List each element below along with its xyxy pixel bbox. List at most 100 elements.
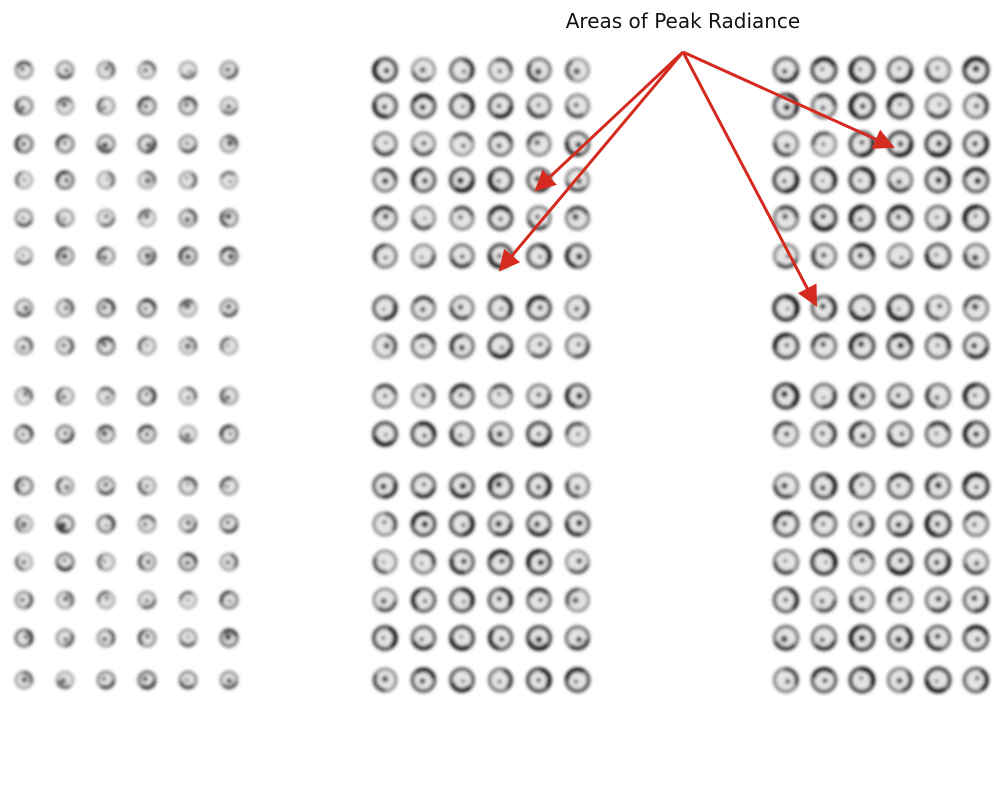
spot [820, 106, 825, 111]
spot [104, 66, 109, 71]
spot [528, 245, 550, 267]
spot [382, 561, 385, 564]
spot [820, 599, 825, 604]
spot [451, 513, 473, 535]
spot [813, 589, 836, 612]
spot [225, 213, 232, 220]
spot [490, 335, 512, 357]
spot [528, 423, 550, 445]
spot [188, 70, 191, 73]
spot [897, 67, 901, 71]
spot [786, 307, 789, 310]
spot [57, 338, 73, 354]
spot [859, 596, 865, 602]
spot [374, 335, 396, 357]
spot [851, 335, 874, 358]
spot [139, 554, 155, 570]
spot [225, 395, 230, 400]
spot [221, 136, 237, 152]
spot [821, 252, 827, 258]
spot [374, 207, 396, 229]
spot [459, 345, 465, 351]
spot [534, 521, 540, 527]
spot [63, 141, 67, 145]
spot [935, 215, 939, 219]
spot [20, 598, 25, 603]
spot [180, 426, 196, 442]
spot [103, 482, 108, 487]
spot [490, 513, 512, 535]
spot [460, 254, 465, 259]
spot [889, 59, 912, 82]
spot [57, 672, 73, 688]
spot [98, 172, 114, 188]
spot [965, 589, 988, 612]
spot [784, 143, 790, 149]
spot [180, 516, 196, 532]
spot [451, 207, 473, 229]
spot [851, 207, 874, 230]
spot [221, 98, 237, 114]
spot [889, 169, 912, 192]
spot [936, 344, 939, 347]
spot [813, 207, 836, 230]
spot [413, 59, 435, 81]
spot [775, 551, 798, 574]
spot [567, 627, 589, 649]
spot [413, 95, 435, 117]
spot [860, 482, 864, 486]
spot [57, 592, 73, 608]
spot [497, 143, 502, 148]
spot [898, 558, 904, 564]
arrow [536, 52, 683, 190]
spot [574, 485, 579, 490]
spot [528, 513, 550, 535]
spot [98, 630, 114, 646]
spot [462, 70, 466, 74]
spot [813, 423, 836, 446]
spot [896, 393, 901, 398]
spot [180, 136, 196, 152]
spot [221, 338, 237, 354]
spot [423, 599, 427, 603]
spot [500, 307, 504, 311]
spot [490, 627, 512, 649]
spot [499, 637, 504, 642]
spot [221, 516, 237, 532]
spot [227, 140, 234, 147]
spot [420, 256, 423, 259]
spot [228, 599, 231, 602]
spot [384, 342, 390, 348]
spot [423, 217, 426, 220]
spot [889, 245, 912, 268]
spot [927, 133, 950, 156]
spot [422, 483, 426, 487]
spot [536, 678, 540, 682]
spot [775, 59, 798, 82]
spot [180, 592, 196, 608]
spot [374, 513, 396, 535]
spot [98, 210, 114, 226]
spot [782, 69, 787, 74]
spot [143, 522, 147, 526]
spot [567, 423, 589, 445]
spot [226, 520, 230, 524]
spot [180, 672, 196, 688]
spot [63, 431, 67, 435]
spot [965, 169, 988, 192]
spot [490, 207, 512, 229]
spot [221, 554, 237, 570]
spot [498, 680, 502, 684]
spot [497, 103, 502, 108]
spot [384, 256, 388, 260]
spot [538, 342, 543, 347]
spot [859, 635, 866, 642]
spot [16, 172, 32, 188]
spot [61, 253, 68, 260]
spot [383, 394, 387, 398]
spot [567, 589, 589, 611]
spot [451, 385, 473, 407]
spot [900, 256, 904, 260]
spot [974, 561, 979, 566]
spot [889, 475, 912, 498]
